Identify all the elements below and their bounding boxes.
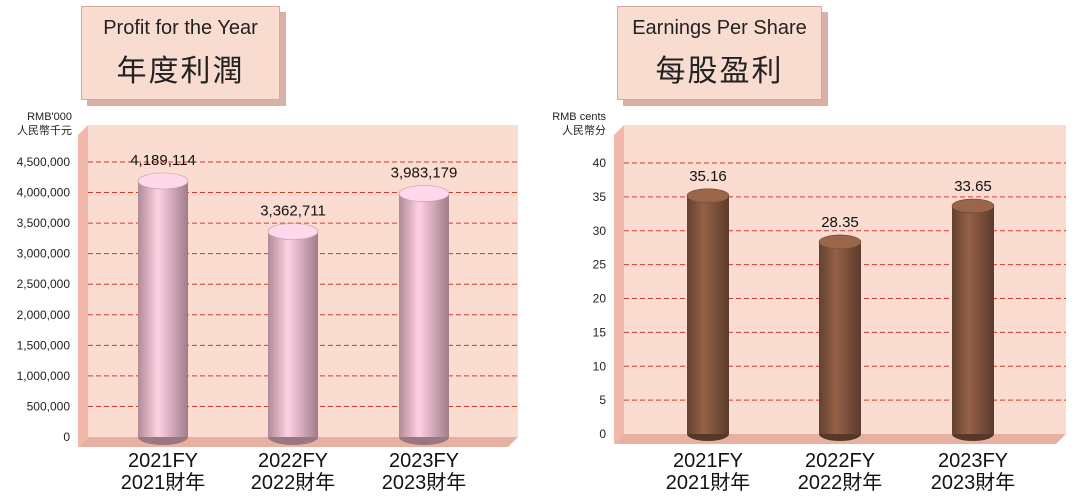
eps-bar-body-front <box>819 241 861 434</box>
profit-bar-body-front <box>138 180 188 437</box>
profit-y-tick-label: 1,000,000 <box>17 369 71 383</box>
profit-y-tick-label: 2,000,000 <box>17 308 71 322</box>
profit-bar-top <box>398 185 450 202</box>
eps-value-label: 35.16 <box>689 168 727 185</box>
profit-value-label: 3,983,179 <box>391 165 458 182</box>
eps-unit: RMB cents 人民幣分 <box>538 110 606 138</box>
eps-value-label: 28.35 <box>821 214 859 231</box>
profit-x-label-en: 2022FY <box>257 450 329 472</box>
profit-value-label: 3,362,711 <box>260 203 326 220</box>
profit-y-tick-label: 3,500,000 <box>17 216 71 230</box>
eps-unit-zh: 人民幣分 <box>562 125 606 137</box>
eps-x-label: 2021FY 2021財年 <box>638 450 778 494</box>
eps-y-tick-label: 40 <box>593 156 607 170</box>
eps-y-tick-label: 0 <box>599 427 606 441</box>
profit-y-tick-label: 500,000 <box>27 399 71 413</box>
profit-x-label: 2022FY 2022財年 <box>223 450 363 494</box>
profit-unit-zh: 人民幣千元 <box>17 125 72 137</box>
profit-x-label-zh: 2023財年 <box>381 472 467 494</box>
eps-bar-top <box>818 234 862 250</box>
eps-x-label-zh: 2021財年 <box>665 472 751 494</box>
eps-x-label-zh: 2022財年 <box>797 472 883 494</box>
profit-x-label-en: 2023FY <box>388 450 460 472</box>
eps-y-tick-label: 5 <box>599 393 606 407</box>
profit-x-label-en: 2021FY <box>127 450 199 472</box>
eps-x-label-zh: 2023財年 <box>930 472 1016 494</box>
eps-x-label-en: 2021FY <box>672 450 744 472</box>
profit-x-label: 2023FY 2023財年 <box>354 450 494 494</box>
profit-x-label: 2021FY 2021財年 <box>93 450 233 494</box>
eps-bar-top <box>951 198 995 214</box>
profit-y-tick-label: 3,000,000 <box>17 247 71 261</box>
eps-y-tick-label: 30 <box>593 224 607 238</box>
profit-y-tick-label: 0 <box>63 430 70 444</box>
profit-title-en: Profit for the Year <box>103 17 258 39</box>
eps-x-label-en: 2023FY <box>937 450 1009 472</box>
eps-y-tick-label: 10 <box>593 359 607 373</box>
profit-x-label-zh: 2021財年 <box>120 472 206 494</box>
eps-y-tick-label: 35 <box>593 190 607 204</box>
eps-value-label: 33.65 <box>954 178 992 195</box>
profit-bar-body-front <box>399 193 449 437</box>
eps-title-en: Earnings Per Share <box>632 17 807 39</box>
profit-bar-top <box>137 172 189 190</box>
profit-value-label: 4,189,114 <box>130 152 196 169</box>
profit-unit: RMB'000 人民幣千元 <box>6 110 72 138</box>
profit-bar-body-front <box>268 231 318 437</box>
eps-bar-body-front <box>687 195 729 434</box>
eps-y-tick-label: 20 <box>593 292 607 306</box>
eps-unit-en: RMB cents <box>552 111 606 123</box>
eps-y-tick-label: 25 <box>593 258 607 272</box>
profit-y-tick-label: 2,500,000 <box>17 277 71 291</box>
profit-y-tick-label: 4,500,000 <box>17 155 71 169</box>
profit-y-tick-label: 4,000,000 <box>17 186 71 200</box>
eps-bar-body-front <box>952 206 994 434</box>
profit-title-zh: 年度利潤 <box>116 55 245 88</box>
profit-y-tick-label: 1,500,000 <box>17 338 71 352</box>
eps-bar-top <box>686 188 730 204</box>
eps-title-box: Earnings Per Share 每股盈利 <box>617 6 822 100</box>
eps-x-label: 2023FY 2023財年 <box>903 450 1043 494</box>
eps-x-label-en: 2022FY <box>804 450 876 472</box>
profit-title-box: Profit for the Year 年度利潤 <box>81 6 280 100</box>
eps-panel-side <box>614 125 624 444</box>
profit-x-label-zh: 2022財年 <box>250 472 336 494</box>
eps-y-tick-label: 15 <box>593 325 607 339</box>
profit-unit-en: RMB'000 <box>27 111 72 123</box>
eps-x-label: 2022FY 2022財年 <box>770 450 910 494</box>
profit-bar-top <box>267 223 319 240</box>
profit-panel-side <box>78 125 88 447</box>
eps-title-zh: 每股盈利 <box>655 55 784 88</box>
